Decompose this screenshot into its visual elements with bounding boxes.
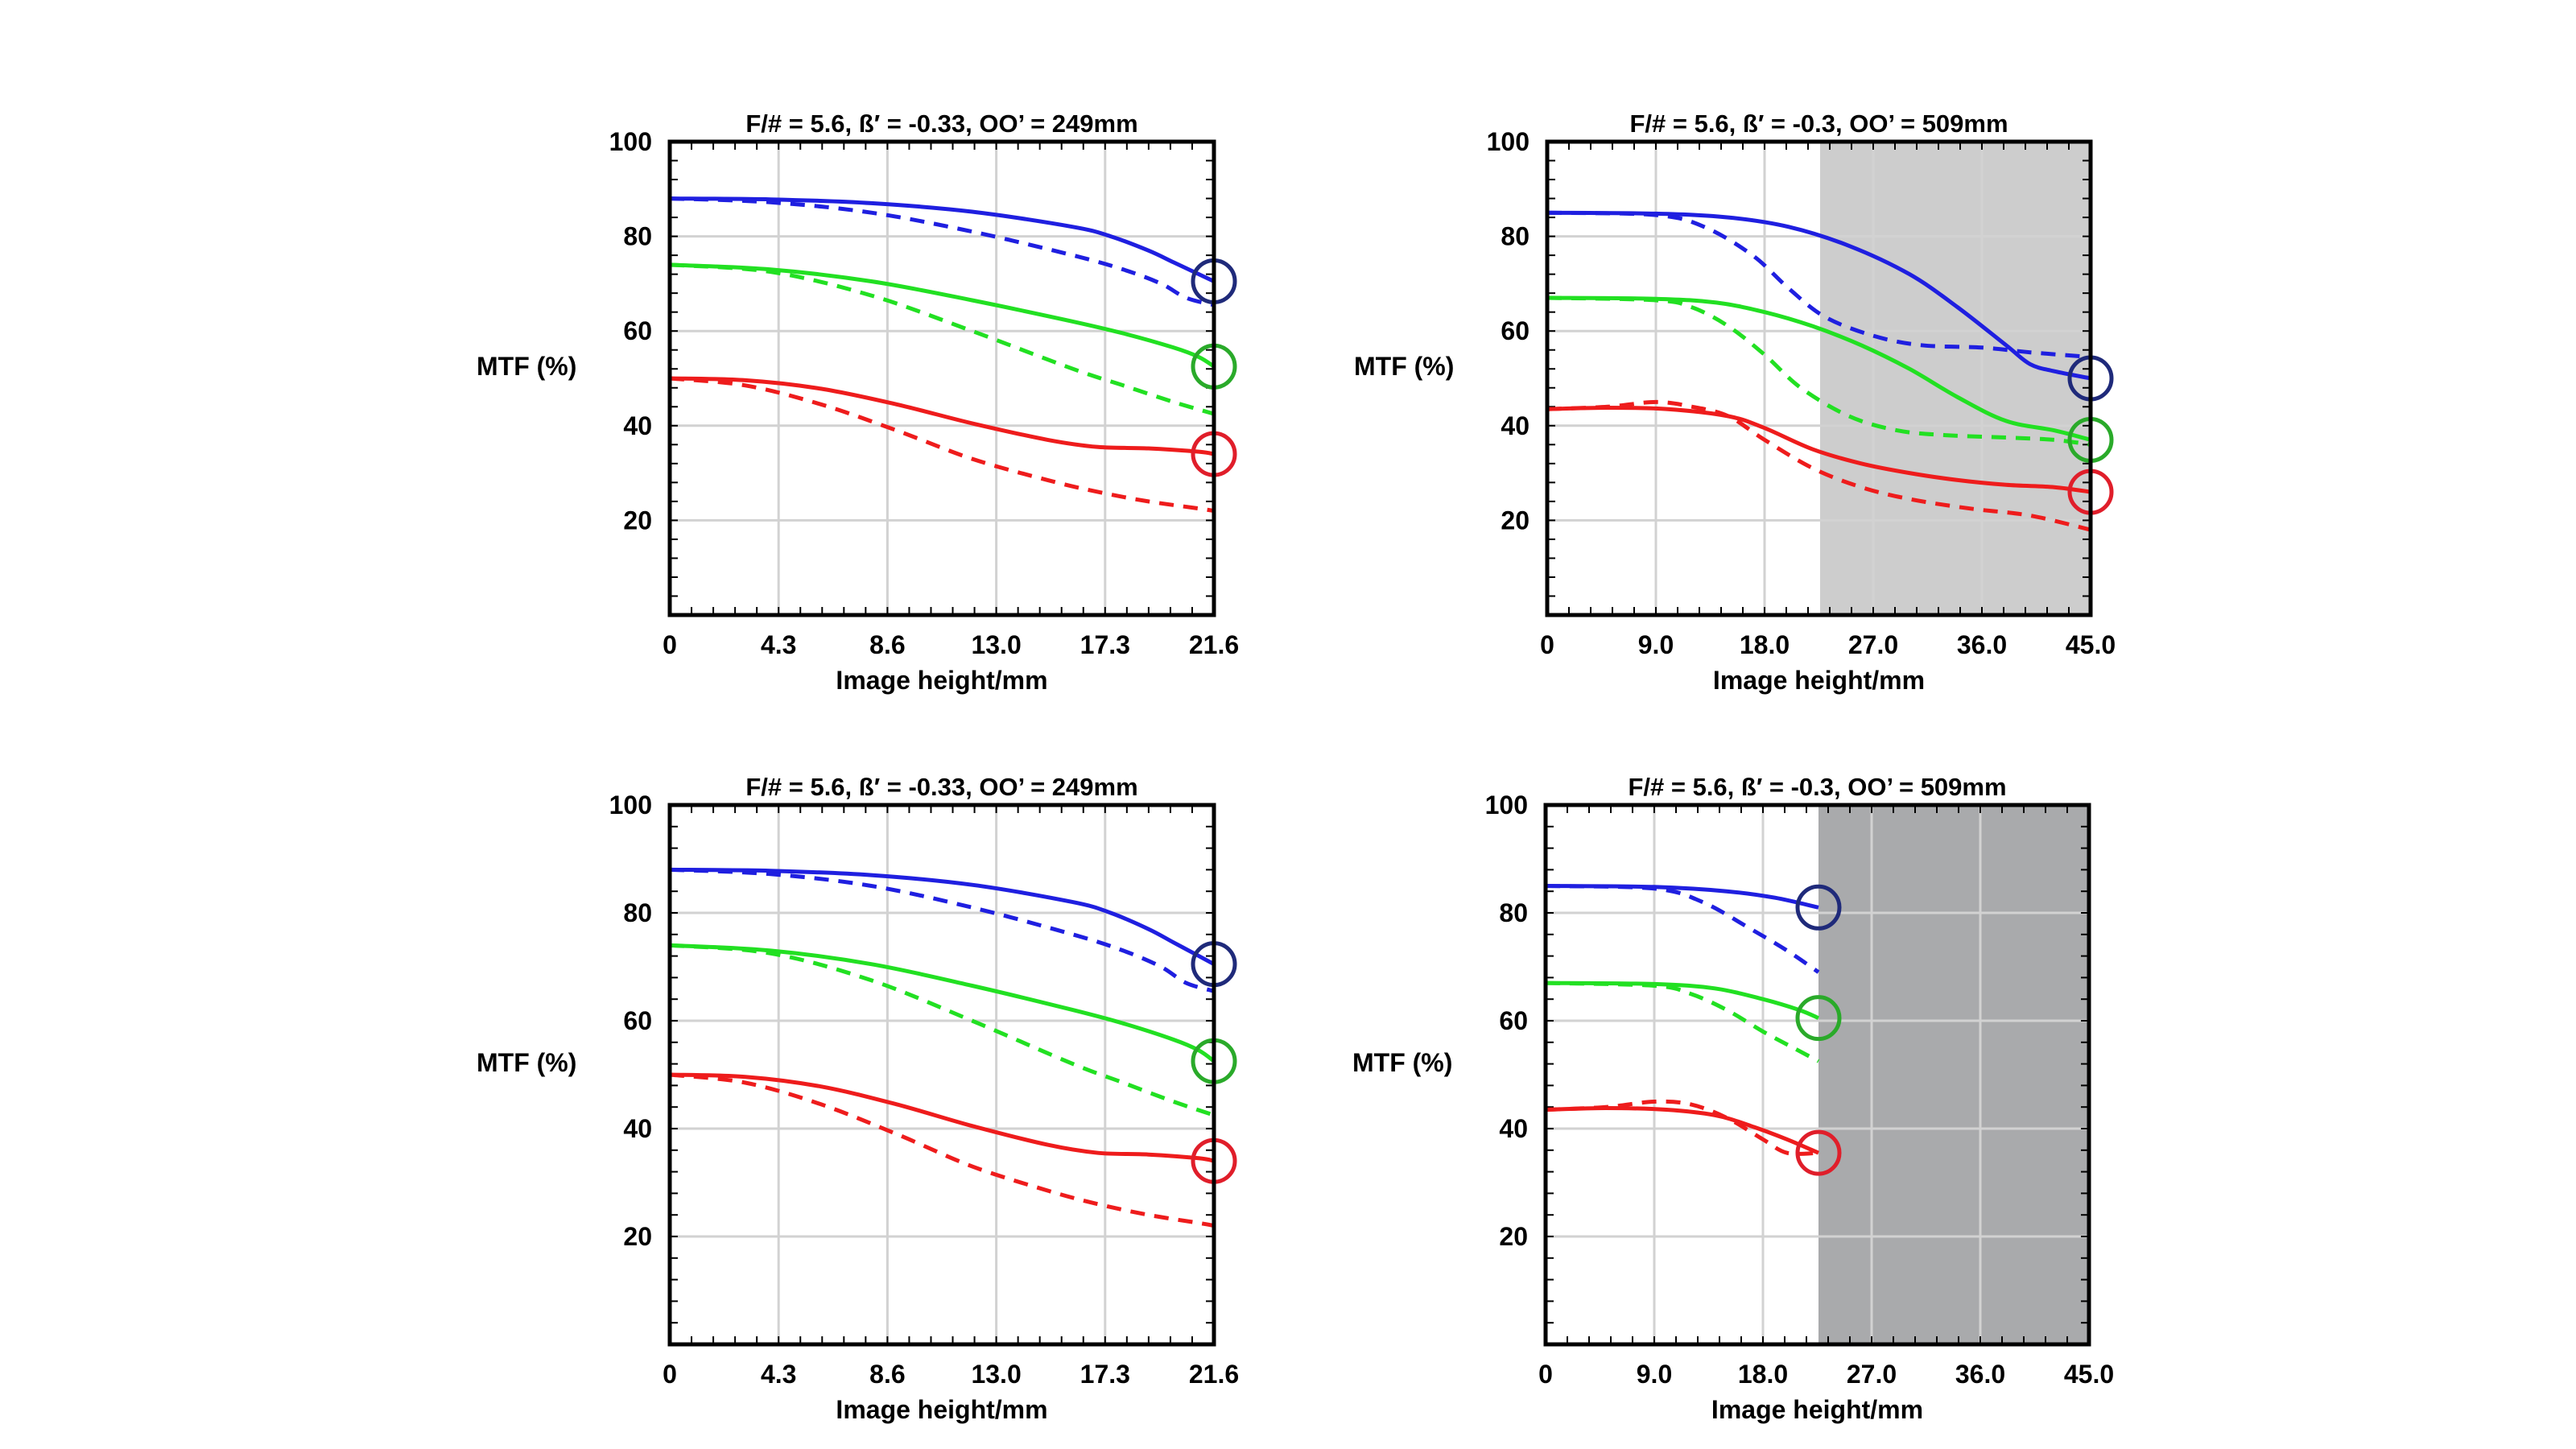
chart-panel-2: 0 9.0 18.0 27.0 36.0 45.0 20 40 60 80 100 F/# = 5.6… xyxy=(1354,109,2116,695)
chart-panel-4: 0 9.0 18.0 27.0 36.0 45.0 20 40 60 80 100 F/# = 5.6… xyxy=(1352,773,2114,1424)
x-tick-label: 27.0 xyxy=(1848,630,1898,659)
x-tick-label: 45.0 xyxy=(2066,630,2116,659)
series-line-green-dashed xyxy=(1546,295,2091,447)
y-tick-label: 60 xyxy=(1499,1006,1528,1035)
x-tick-label: 4.3 xyxy=(761,630,796,659)
series-line-red-dashed xyxy=(669,1072,1215,1228)
series-line-red-dashed xyxy=(669,376,1215,514)
x-tick-label: 8.6 xyxy=(869,1360,905,1389)
y-tick-label: 20 xyxy=(1499,1222,1528,1251)
x-tick-label: 13.0 xyxy=(971,630,1021,659)
y-axis-label: MTF (%) xyxy=(477,1048,576,1077)
series-line-green-dashed xyxy=(669,262,1215,416)
y-tick-label: 100 xyxy=(1485,791,1528,819)
y-tick-label: 20 xyxy=(1501,506,1530,535)
series-line-red-solid xyxy=(669,1072,1215,1163)
plot-frame xyxy=(1543,803,2091,1347)
x-axis-label: Image height/mm xyxy=(1711,1395,1923,1424)
y-tick-label: 80 xyxy=(623,222,652,251)
y-tick-label: 100 xyxy=(609,127,652,156)
series-line-blue-solid xyxy=(1545,884,1819,910)
plot-frame xyxy=(667,139,1216,617)
x-tick-label: 4.3 xyxy=(761,1360,796,1389)
y-axis-label: MTF (%) xyxy=(477,352,576,381)
y-tick-label: 100 xyxy=(1487,127,1530,156)
y-axis-label: MTF (%) xyxy=(1352,1048,1452,1077)
x-tick-label: 9.0 xyxy=(1637,1360,1672,1389)
series-line-green-solid xyxy=(1546,295,2091,442)
series-line-blue-dashed xyxy=(669,196,1215,308)
series-line-green-solid xyxy=(669,943,1216,1063)
chart-title: F/# = 5.6, ß′ = -0.3, OO’ = 509mm xyxy=(1628,773,2006,801)
series-line-blue-dashed xyxy=(1546,210,2091,359)
marker-circle-blue xyxy=(1795,884,1842,931)
plot-frame xyxy=(667,803,1216,1347)
y-tick-label: 40 xyxy=(1501,411,1530,440)
y-tick-label: 40 xyxy=(623,411,652,440)
x-axis-label: Image height/mm xyxy=(1713,666,1925,695)
y-tick-label: 60 xyxy=(623,316,652,345)
x-tick-label: 0 xyxy=(1538,1360,1553,1389)
chart-panel-3: 0 4.3 8.6 13.0 17.3 21.6 20 40 60 80 100 F/# = 5.6,… xyxy=(477,773,1239,1424)
marker-circle-green xyxy=(1795,995,1842,1042)
chart-title: F/# = 5.6, ß′ = -0.3, OO’ = 509mm xyxy=(1629,109,2008,138)
series-line-blue-solid xyxy=(669,196,1216,283)
y-tick-label: 60 xyxy=(623,1006,652,1035)
y-tick-label: 80 xyxy=(1501,222,1530,251)
shaded-region xyxy=(1820,142,2091,615)
y-tick-label: 40 xyxy=(1499,1114,1528,1143)
plot-frame xyxy=(1545,139,2093,617)
series-line-green-dashed xyxy=(669,943,1215,1117)
x-tick-label: 45.0 xyxy=(2064,1360,2114,1389)
chart-title: F/# = 5.6, ß′ = -0.33, OO’ = 249mm xyxy=(745,773,1137,801)
y-tick-label: 20 xyxy=(623,1222,652,1251)
x-tick-label: 18.0 xyxy=(1738,1360,1788,1389)
y-axis-label: MTF (%) xyxy=(1354,352,1454,381)
series-line-green-solid xyxy=(669,262,1216,369)
y-tick-label: 80 xyxy=(1499,898,1528,927)
y-tick-label: 40 xyxy=(623,1114,652,1143)
y-tick-label: 60 xyxy=(1501,316,1530,345)
series-line-blue-solid xyxy=(669,867,1216,966)
x-tick-label: 27.0 xyxy=(1847,1360,1897,1389)
x-tick-label: 13.0 xyxy=(971,1360,1021,1389)
series-line-blue-solid xyxy=(1546,210,2091,381)
marker-circle-red xyxy=(1795,1129,1842,1176)
series-line-red-dashed xyxy=(1546,399,2091,532)
x-tick-label: 0 xyxy=(663,1360,677,1389)
x-tick-label: 17.3 xyxy=(1080,1360,1130,1389)
x-tick-label: 21.6 xyxy=(1189,1360,1239,1389)
series-line-green-dashed xyxy=(1545,980,1820,1063)
chart-title: F/# = 5.6, ß′ = -0.33, OO’ = 249mm xyxy=(745,109,1137,138)
series-line-green-solid xyxy=(1545,980,1820,1021)
x-tick-label: 36.0 xyxy=(1955,1360,2005,1389)
chart-panel-1: 0 4.3 8.6 13.0 17.3 21.6 20 40 60 80 100 F/# = 5.6,… xyxy=(477,109,1239,695)
shaded-region xyxy=(1818,805,2089,1344)
x-tick-label: 8.6 xyxy=(869,630,905,659)
series-line-red-dashed xyxy=(1545,1099,1819,1156)
series-line-blue-dashed xyxy=(1545,884,1820,974)
series-line-red-solid xyxy=(669,376,1215,456)
series-line-blue-dashed xyxy=(669,867,1215,993)
y-tick-label: 100 xyxy=(609,791,652,819)
series-line-red-solid xyxy=(1546,405,2091,494)
x-tick-label: 21.6 xyxy=(1189,630,1239,659)
x-tick-label: 18.0 xyxy=(1740,630,1790,659)
x-tick-label: 9.0 xyxy=(1638,630,1674,659)
x-axis-label: Image height/mm xyxy=(836,666,1047,695)
x-tick-label: 36.0 xyxy=(1957,630,2007,659)
x-tick-label: 0 xyxy=(1540,630,1554,659)
series-line-red-solid xyxy=(1545,1105,1819,1155)
y-tick-label: 80 xyxy=(623,898,652,927)
x-axis-label: Image height/mm xyxy=(836,1395,1047,1424)
x-tick-label: 17.3 xyxy=(1080,630,1130,659)
y-tick-label: 20 xyxy=(623,506,652,535)
x-tick-label: 0 xyxy=(663,630,677,659)
